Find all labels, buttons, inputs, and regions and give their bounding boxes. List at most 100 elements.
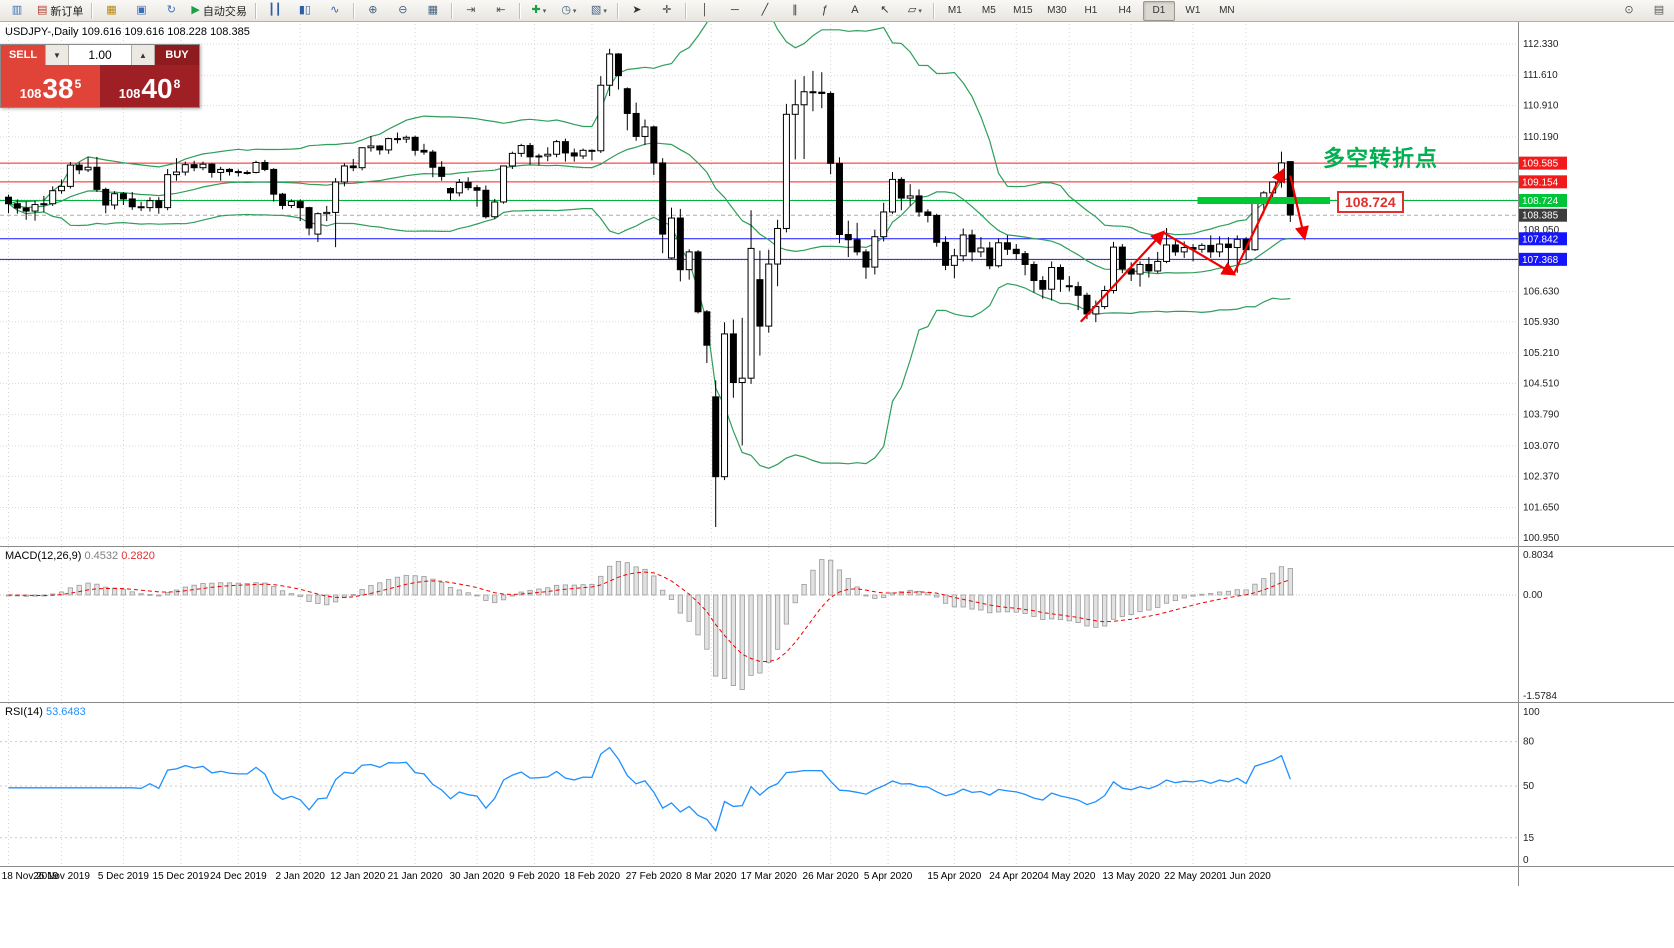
svg-text:109.154: 109.154 [1522, 177, 1559, 188]
vertical-line-icon[interactable]: │ [691, 1, 719, 21]
auto-scroll-icon: ⇥ [466, 4, 476, 16]
bull-bear-turning-point-annotation[interactable]: 多空转折点 [1323, 146, 1439, 171]
candle [853, 239, 861, 253]
candlestick-chart-icon[interactable]: ▮▯ [291, 1, 319, 21]
svg-text:100: 100 [1523, 707, 1540, 718]
macd-bar [279, 590, 286, 596]
candle [500, 165, 508, 203]
zoom-in-icon[interactable]: ⊕ [359, 1, 387, 21]
channel-icon[interactable]: ∥ [781, 1, 809, 21]
macd-main-value: 0.4532 [84, 550, 119, 562]
candle [13, 203, 21, 209]
macd-bar [1137, 594, 1143, 613]
svg-text:50: 50 [1523, 781, 1535, 792]
indicators-icon[interactable]: ✚ ▾ [525, 1, 553, 21]
toolbar-separator [91, 2, 94, 19]
svg-text:105.210: 105.210 [1523, 348, 1560, 359]
candle [623, 88, 631, 114]
macd-bar [1163, 594, 1170, 604]
macd-name: MACD(12,26,9) [5, 550, 82, 562]
chart-shift-icon[interactable]: ⇤ [487, 1, 515, 21]
sell-price-sup: 5 [74, 77, 82, 91]
timeframe-m15-button[interactable]: M15 [1013, 5, 1033, 16]
timeframe-h4-button[interactable]: H4 [1118, 5, 1132, 16]
trendline-icon[interactable]: ╱ [751, 1, 779, 21]
macd-bar [1225, 590, 1232, 596]
macd-bar [474, 594, 480, 597]
timeframe-m1-button[interactable]: M1 [947, 5, 962, 16]
buy-price-prefix: 108 [118, 86, 141, 101]
candle [128, 198, 136, 208]
macd-bar [315, 594, 321, 604]
timeframe-m30-button[interactable]: M30 [1047, 5, 1067, 16]
dropdown-caret-icon: ▾ [572, 7, 577, 15]
dropdown-caret-icon: ▾ [918, 7, 922, 15]
macd-bar [500, 594, 507, 601]
timeframe-w1-button[interactable]: W1 [1185, 5, 1201, 16]
rsi-panel[interactable]: 80 50 15 100 0 [0, 707, 1540, 866]
shapes-icon[interactable]: ▱ ▾ [901, 1, 929, 21]
macd-bar [377, 582, 383, 596]
macd-bar [562, 584, 569, 596]
search-icon[interactable]: ⊙ [1615, 1, 1643, 21]
data-window-icon[interactable]: ▣ [127, 1, 155, 21]
zoom-out-icon[interactable]: ⊖ [389, 1, 417, 21]
sell-button[interactable]: SELL [1, 45, 45, 65]
macd-bar [447, 587, 454, 596]
candle [1198, 244, 1206, 250]
help-icon[interactable]: ▤ [1645, 1, 1673, 21]
trend-arrows[interactable] [1079, 167, 1309, 323]
buy-button[interactable]: BUY [155, 45, 199, 65]
templates-icon[interactable]: ▧ ▾ [585, 1, 613, 21]
timeframe-h1-button[interactable]: H1 [1084, 5, 1098, 16]
arrows-tool-icon[interactable]: ↖ [871, 1, 899, 21]
text-icon[interactable]: A [841, 1, 869, 21]
macd-bar [660, 589, 666, 596]
candle [279, 193, 287, 206]
auto-scroll-icon[interactable]: ⇥ [457, 1, 485, 21]
dropdown-caret-icon: ▾ [542, 7, 547, 15]
bar-chart-icon[interactable]: ┃┃ [261, 1, 289, 21]
macd-bar [94, 583, 100, 596]
volume-increase-button[interactable]: ▲ [131, 45, 155, 65]
macd-bar [810, 569, 816, 596]
candle [429, 151, 437, 168]
market-watch-icon[interactable]: ▦ [97, 1, 125, 21]
fibonacci-icon[interactable]: ƒ [811, 1, 839, 21]
chart-area[interactable]: 112.330 111.610 110.910 110.190 108.050 106.6… [0, 22, 1674, 948]
macd-bar [1022, 594, 1028, 614]
macd-bar [713, 594, 719, 677]
macd-bar [942, 594, 949, 604]
crosshair-icon[interactable]: ✛ [653, 1, 681, 21]
candle [482, 189, 490, 218]
candle [1003, 242, 1011, 250]
cursor-icon[interactable]: ➤ [623, 1, 651, 21]
zoom-out-icon: ⊖ [398, 4, 408, 16]
macd-panel[interactable]: 0.8034 0.00 -1.5784 [0, 550, 1557, 702]
candle [1021, 253, 1029, 265]
timeframe-m5-button[interactable]: M5 [981, 5, 996, 16]
refresh-icon[interactable]: ↻ [157, 1, 185, 21]
sell-price[interactable]: 108 38 5 [1, 65, 100, 107]
buy-price[interactable]: 108 40 8 [100, 65, 199, 107]
volume-input[interactable]: 1.00 [69, 45, 131, 65]
candle [1233, 238, 1241, 249]
macd-bar [1208, 593, 1214, 596]
new-chart-icon[interactable]: ▥ [3, 1, 31, 21]
horizontal-line-icon[interactable]: ─ [721, 1, 749, 21]
support-price-label[interactable]: 108.724 [1337, 191, 1404, 213]
periods-icon[interactable]: ◷ ▾ [555, 1, 583, 21]
toolbar-separator [518, 2, 521, 19]
autotrading-button[interactable]: ▶ 自动交易 [187, 1, 250, 21]
volume-decrease-button[interactable]: ▼ [45, 45, 69, 65]
macd-bar [439, 582, 445, 596]
macd-bar [1075, 594, 1081, 623]
tile-windows-icon[interactable]: ▦ [419, 1, 447, 21]
line-chart-icon[interactable]: ∿ [321, 1, 349, 21]
candle [508, 152, 516, 167]
new-order-button[interactable]: ▤ 新订单 [33, 1, 87, 21]
macd-bar [218, 582, 224, 596]
timeframe-d1-button[interactable]: D1 [1142, 0, 1175, 21]
timeframe-mn-button[interactable]: MN [1219, 5, 1235, 16]
